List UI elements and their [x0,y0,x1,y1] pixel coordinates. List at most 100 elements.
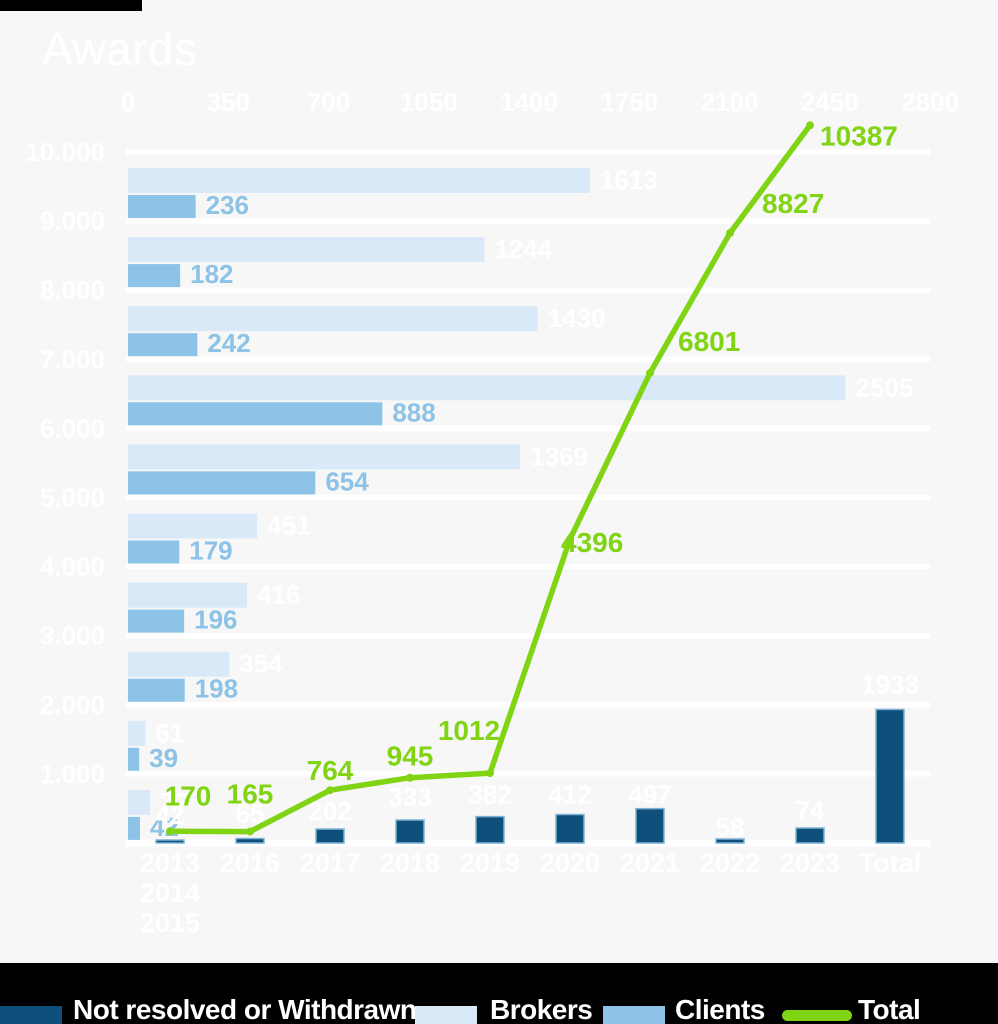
not-resolved-bar [155,839,185,844]
clients-bar [128,540,180,564]
left-axis-tick: 3.000 [40,621,105,651]
top-axis-tick: 1400 [500,87,558,117]
brokers-value-label: 1613 [600,165,658,195]
legend-swatch-total-line [782,1010,852,1021]
total-line-point [246,827,254,836]
x-axis-category-label: 2017 [300,848,360,878]
not-resolved-value-label: 42 [156,800,185,830]
top-axis-tick: 700 [307,87,350,117]
total-value-label: 10387 [820,120,898,151]
x-axis-category-label: 2023 [780,848,840,878]
clients-value-label: 196 [194,605,237,635]
top-axis-tick: 2450 [801,87,859,117]
clients-value-label: 39 [149,743,178,773]
brokers-value-label: 1430 [548,303,606,333]
clients-value-label: 242 [207,328,250,358]
top-axis-tick: 2100 [701,87,759,117]
not-resolved-bar [635,807,665,844]
top-axis-tick: 2800 [901,87,959,117]
brokers-bar [128,444,521,470]
clients-value-label: 888 [392,397,435,427]
legend-swatch-not-resolved [0,1006,62,1024]
not-resolved-bar [235,837,265,844]
total-value-label: 764 [307,755,354,786]
brokers-value-label: 1244 [494,234,552,264]
not-resolved-value-label: 74 [796,795,825,825]
left-axis-tick: 10.000 [25,137,105,167]
not-resolved-value-label: 1933 [861,669,919,699]
total-line-point [406,773,414,782]
brokers-bar [128,168,591,193]
not-resolved-value-label: 202 [308,796,351,826]
brokers-value-label: 416 [257,580,300,610]
brokers-value-label: 77 [160,787,189,817]
x-axis-category-label: 2014 [140,878,200,908]
total-value-label: 165 [227,779,274,810]
x-axis-category-label: 2018 [380,848,440,878]
clients-value-label: 654 [325,466,369,496]
left-axis-tick: 5.000 [40,483,105,513]
total-value-label: 8827 [762,188,824,219]
brokers-bar [128,306,538,332]
clients-bar [128,333,198,357]
left-axis-tick: 9.000 [40,206,105,236]
not-resolved-value-label: 382 [468,780,511,810]
not-resolved-bar [795,827,825,844]
left-axis-tick: 2.000 [40,690,105,720]
top-black-strip [0,0,142,11]
not-resolved-bar [395,819,425,844]
legend-label-brokers: Brokers [490,994,593,1024]
legend-swatch-brokers [415,1006,477,1024]
total-value-label: 1012 [438,715,500,746]
total-line-point [166,827,174,836]
total-line-point [806,121,814,130]
not-resolved-bar [555,813,585,844]
legend-label-clients: Clients [675,994,765,1024]
left-axis-tick: 4.000 [40,552,105,582]
clients-bar [128,471,316,495]
not-resolved-value-label: 58 [716,812,745,842]
x-axis-category-label: 2021 [620,848,680,878]
not-resolved-value-label: 333 [388,782,431,812]
total-value-label: 4396 [561,527,623,558]
clients-bar [128,816,141,840]
x-axis-category-label: 2022 [700,848,760,878]
clients-bar [128,609,185,633]
brokers-value-label: 61 [155,718,184,748]
brokers-bar [128,237,485,263]
not-resolved-bar [475,815,505,844]
brokers-bar [128,789,151,815]
total-line-point [566,535,574,544]
not-resolved-value-label: 65 [236,799,265,829]
left-axis-tick: 8.000 [40,275,105,305]
x-axis-category-label: 2015 [140,908,200,938]
not-resolved-value-label: 497 [628,780,671,810]
top-axis-tick: 0 [121,87,135,117]
brokers-value-label: 451 [267,511,310,541]
not-resolved-bar [315,828,345,844]
total-line-point [726,229,734,238]
brokers-value-label: 354 [239,649,283,679]
brokers-bar [128,375,846,401]
x-axis-category-label: 2016 [220,848,280,878]
clients-bar [128,678,185,702]
x-axis-category-label: Total [859,848,922,878]
top-axis-tick: 1750 [600,87,658,117]
brokers-value-label: 2505 [856,372,914,402]
legend-label-not-resolved: Not resolved or Withdrawn [73,994,417,1024]
total-value-label: 945 [387,741,434,772]
brokers-bar [128,513,258,539]
left-axis-tick: 7.000 [40,344,105,374]
x-axis-category-label: 2019 [460,848,520,878]
top-axis-tick: 350 [207,87,250,117]
brokers-bar [128,582,248,608]
clients-bar [128,747,140,771]
top-axis-tick: 1050 [400,87,458,117]
not-resolved-bar [715,838,745,844]
clients-bar [128,264,181,288]
left-axis-tick: 1.000 [40,759,105,789]
clients-value-label: 198 [195,674,238,704]
legend-footer: Not resolved or Withdrawn Brokers Client… [0,963,998,1024]
